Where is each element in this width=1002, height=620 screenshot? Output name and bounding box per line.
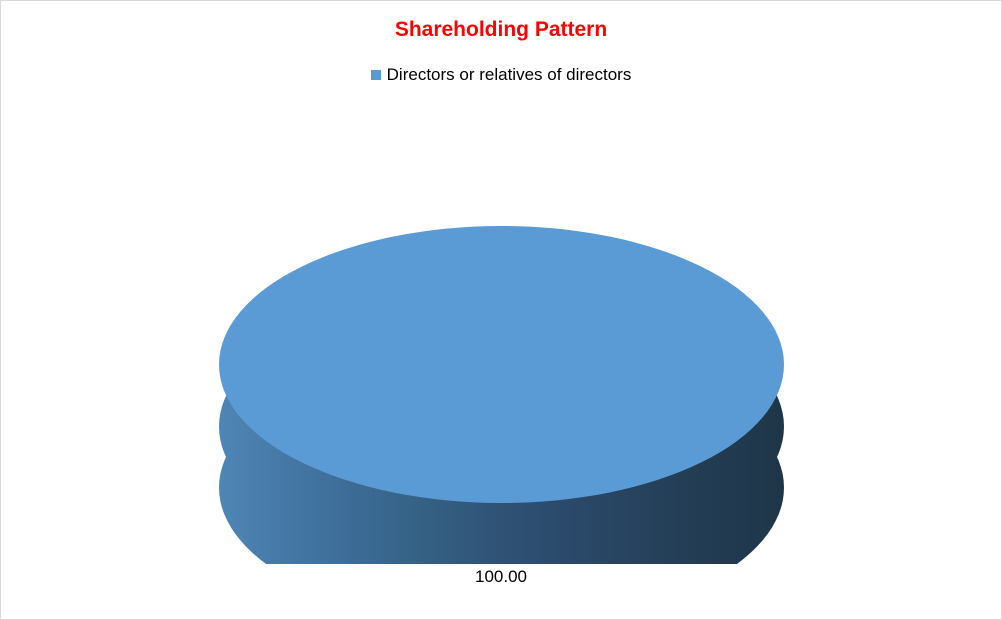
square-marker-icon <box>370 70 381 80</box>
legend-entry[interactable]: Directors or relatives of directors <box>370 65 632 85</box>
legend-item-label: Directors or relatives of directors <box>386 65 632 84</box>
pie-slice-directors-or-relatives-of-directors[interactable] <box>219 226 784 503</box>
pie-data-label: 100.00 <box>475 567 527 586</box>
chart-title: Shareholding Pattern <box>394 18 608 41</box>
chart-legend: Directors or relatives of directors <box>1 65 1001 85</box>
pie-chart-3d <box>219 226 784 564</box>
